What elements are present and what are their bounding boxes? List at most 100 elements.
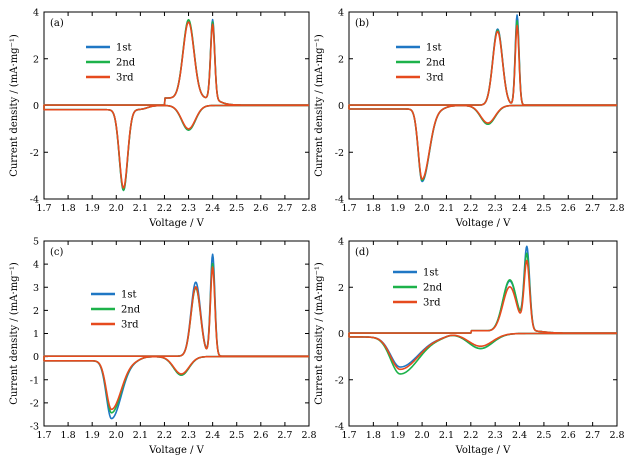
chart-panel-b: 1.7 1.8 1.9 2.0 2.1 2.2 2.3 2.4 2.5 2.6 2.7 2.8 -4 -2… bbox=[314, 8, 625, 230]
x-axis-label: Voltage / V bbox=[455, 445, 512, 456]
y-tick-label: -4 bbox=[335, 195, 344, 206]
legend-entry-2nd: 2nd bbox=[121, 305, 141, 316]
x-tick-label: 2.2 bbox=[463, 203, 478, 214]
chart-panel-d: 1.7 1.8 1.9 2.0 2.1 2.2 2.3 2.4 2.5 2.6 2.7 2.8 -4 -2… bbox=[314, 237, 625, 457]
x-tick-label: 1.9 bbox=[390, 203, 405, 214]
series-line-1st bbox=[43, 253, 310, 420]
x-tick-label: 2.0 bbox=[415, 203, 430, 214]
series-line-2nd bbox=[348, 20, 618, 182]
y-tick-label: -2 bbox=[30, 148, 39, 159]
x-tick-label: 2.4 bbox=[512, 430, 527, 441]
series-line-3rd bbox=[43, 266, 310, 411]
x-tick-label: 2.4 bbox=[512, 203, 527, 214]
x-tick-label: 2.8 bbox=[609, 430, 624, 441]
x-tick-label: 1.8 bbox=[366, 203, 381, 214]
series-line-3rd bbox=[348, 259, 618, 371]
y-axis-label: Current density / (mA·mg⁻¹) bbox=[314, 34, 325, 177]
legend-entry-1st: 1st bbox=[121, 290, 137, 301]
legend-entry-1st: 1st bbox=[423, 268, 439, 279]
x-tick-label: 2.7 bbox=[277, 430, 292, 441]
y-axis-label: Current density / (mA·mg⁻¹) bbox=[314, 262, 325, 405]
legend-entry-1st: 1st bbox=[116, 43, 132, 54]
x-tick-label: 2.3 bbox=[181, 203, 196, 214]
y-tick-label: -2 bbox=[335, 148, 344, 159]
x-tick-label: 1.7 bbox=[341, 203, 356, 214]
x-tick-label: 2.8 bbox=[301, 430, 316, 441]
plot-frame bbox=[43, 240, 310, 427]
x-tick-label: 2.0 bbox=[109, 203, 124, 214]
x-tick-label: 2.1 bbox=[439, 430, 454, 441]
x-tick-label: 1.9 bbox=[85, 430, 100, 441]
x-axis-label: Voltage / V bbox=[148, 445, 205, 456]
x-tick-label: 2.1 bbox=[133, 203, 148, 214]
y-tick-label: 2 bbox=[338, 54, 344, 65]
series-line-3rd bbox=[43, 21, 310, 189]
x-tick-label: 1.7 bbox=[341, 430, 356, 441]
y-axis-label: Current density / (mA·mg⁻¹) bbox=[9, 262, 20, 405]
y-tick-label: 4 bbox=[338, 8, 344, 19]
y-tick-label: 2 bbox=[33, 54, 39, 65]
y-tick-label: 1 bbox=[33, 329, 39, 340]
chart-panel-c: 1.7 1.8 1.9 2.0 2.1 2.2 2.3 2.4 2.5 2.6 2.7 2.8 -3 -2… bbox=[9, 237, 317, 457]
x-tick-label: 2.1 bbox=[439, 203, 454, 214]
x-tick-label: 2.0 bbox=[109, 430, 124, 441]
x-tick-label: 1.9 bbox=[390, 430, 405, 441]
y-tick-label: 0 bbox=[33, 101, 39, 112]
x-tick-label: 1.8 bbox=[61, 430, 76, 441]
legend-entry-3rd: 3rd bbox=[116, 73, 134, 84]
legend-entry-2nd: 2nd bbox=[426, 58, 446, 69]
panel-label: (a) bbox=[50, 18, 64, 29]
x-tick-label: 2.5 bbox=[229, 430, 244, 441]
panel-label: (c) bbox=[50, 247, 64, 258]
chart-panel-a: 1.7 1.8 1.9 2.0 2.1 2.2 2.3 2.4 2.5 2.6 2.7 2.8 -4 -2… bbox=[9, 8, 317, 230]
x-tick-label: 2.4 bbox=[205, 430, 220, 441]
y-tick-label: -4 bbox=[30, 195, 39, 206]
legend-entry-3rd: 3rd bbox=[423, 298, 441, 309]
x-tick-label: 1.8 bbox=[61, 203, 76, 214]
series-line-1st bbox=[348, 14, 618, 183]
y-tick-label: 0 bbox=[33, 352, 39, 363]
legend-entry-3rd: 3rd bbox=[121, 320, 139, 331]
x-tick-label: 2.2 bbox=[157, 203, 172, 214]
y-tick-label: 2 bbox=[33, 306, 39, 317]
x-tick-label: 1.7 bbox=[36, 430, 51, 441]
series-line-2nd bbox=[43, 262, 310, 414]
x-tick-label: 2.6 bbox=[561, 430, 576, 441]
legend-entry-1st: 1st bbox=[426, 43, 442, 54]
x-tick-label: 2.5 bbox=[536, 203, 551, 214]
x-tick-label: 1.9 bbox=[85, 203, 100, 214]
x-tick-label: 2.3 bbox=[488, 430, 503, 441]
x-tick-label: 2.2 bbox=[157, 430, 172, 441]
x-tick-label: 2.7 bbox=[277, 203, 292, 214]
y-tick-label: 4 bbox=[338, 237, 344, 248]
series-line-2nd bbox=[348, 252, 618, 375]
y-tick-label: -4 bbox=[335, 422, 344, 433]
x-tick-label: 2.8 bbox=[609, 203, 624, 214]
x-tick-label: 2.3 bbox=[181, 430, 196, 441]
x-tick-label: 2.5 bbox=[229, 203, 244, 214]
y-tick-label: 3 bbox=[33, 283, 39, 294]
y-tick-label: 0 bbox=[338, 101, 344, 112]
x-tick-label: 1.7 bbox=[36, 203, 51, 214]
x-axis-label: Voltage / V bbox=[455, 218, 512, 229]
x-tick-label: 2.8 bbox=[301, 203, 316, 214]
x-tick-label: 2.6 bbox=[253, 203, 268, 214]
y-tick-label: 2 bbox=[338, 283, 344, 294]
x-tick-label: 2.5 bbox=[536, 430, 551, 441]
legend-entry-2nd: 2nd bbox=[423, 283, 443, 294]
x-tick-label: 2.3 bbox=[488, 203, 503, 214]
legend-entry-3rd: 3rd bbox=[426, 73, 444, 84]
y-tick-label: -2 bbox=[30, 398, 39, 409]
x-tick-label: 2.2 bbox=[463, 430, 478, 441]
y-tick-label: 4 bbox=[33, 260, 39, 271]
x-tick-label: 2.7 bbox=[585, 430, 600, 441]
x-tick-label: 2.6 bbox=[561, 203, 576, 214]
y-tick-label: 4 bbox=[33, 8, 39, 19]
y-tick-label: 5 bbox=[33, 237, 39, 248]
panel-label: (d) bbox=[355, 247, 369, 258]
series-line-3rd bbox=[348, 24, 618, 180]
x-tick-label: 2.1 bbox=[133, 430, 148, 441]
x-tick-label: 2.6 bbox=[253, 430, 268, 441]
y-tick-label: -2 bbox=[335, 375, 344, 386]
